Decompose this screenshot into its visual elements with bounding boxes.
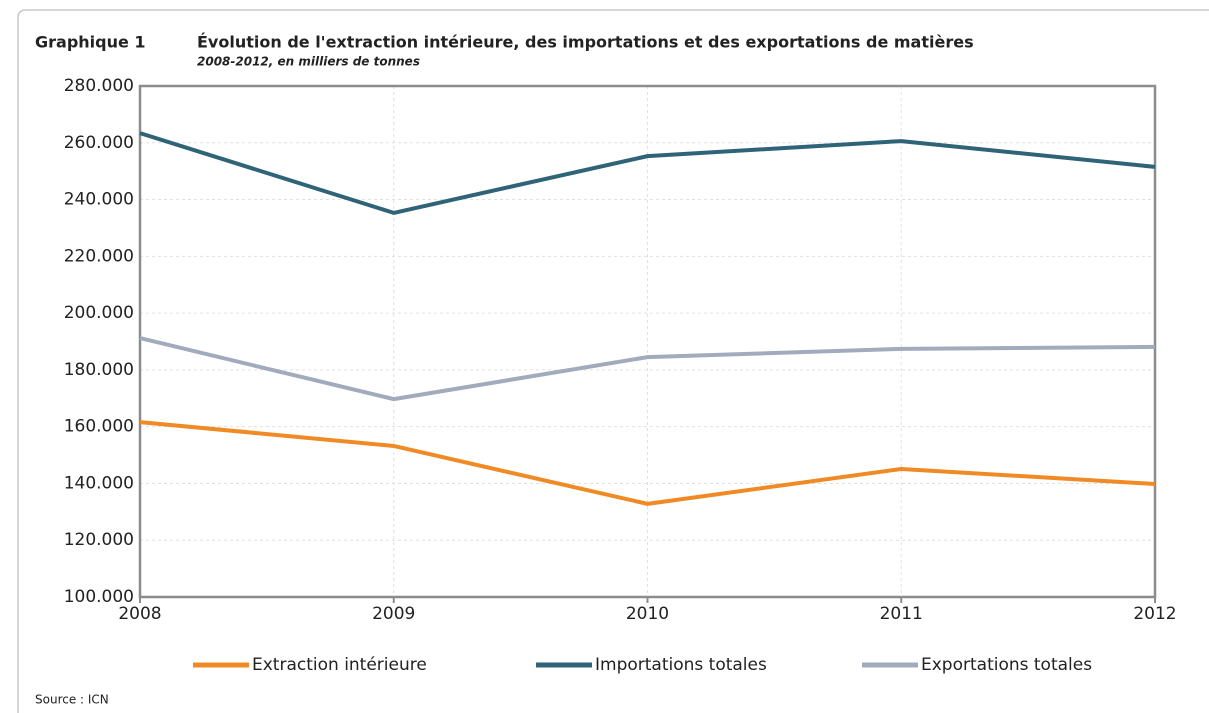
legend-label: Exportations totales — [921, 655, 1092, 675]
series-line — [139, 336, 1156, 402]
y-tick-label: 100.000 — [64, 587, 134, 607]
x-tick-label: 2009 — [372, 604, 415, 624]
y-tick-label: 220.000 — [64, 246, 134, 266]
x-tick-label: 2012 — [1133, 604, 1176, 624]
y-tick-label: 120.000 — [64, 530, 134, 550]
y-tick-label: 160.000 — [64, 417, 134, 437]
legend-label: Extraction intérieure — [252, 655, 427, 675]
source: Source : ICN — [35, 693, 109, 707]
frame — [17, 9, 1209, 713]
x-tick-label: 2011 — [880, 604, 923, 624]
y-tick-label: 200.000 — [64, 303, 134, 323]
chart-subtitle: 2008-2012, en milliers de tonnes — [197, 55, 420, 69]
plot-border — [138, 84, 1157, 599]
y-tick-label: 180.000 — [64, 360, 134, 380]
x-tick-label: 2008 — [118, 604, 161, 624]
y-tick-label: 140.000 — [64, 473, 134, 493]
y-tick-label: 240.000 — [64, 190, 134, 210]
series-line — [139, 420, 1156, 506]
x-tick-label: 2010 — [626, 604, 669, 624]
chart-title: Évolution de l'extraction intérieure, de… — [197, 33, 974, 52]
series-line — [139, 131, 1156, 215]
figure-label: Graphique 1 — [35, 33, 146, 52]
y-tick-label: 280.000 — [64, 76, 134, 96]
y-tick-label: 260.000 — [64, 133, 134, 153]
legend-label: Importations totales — [595, 655, 767, 675]
